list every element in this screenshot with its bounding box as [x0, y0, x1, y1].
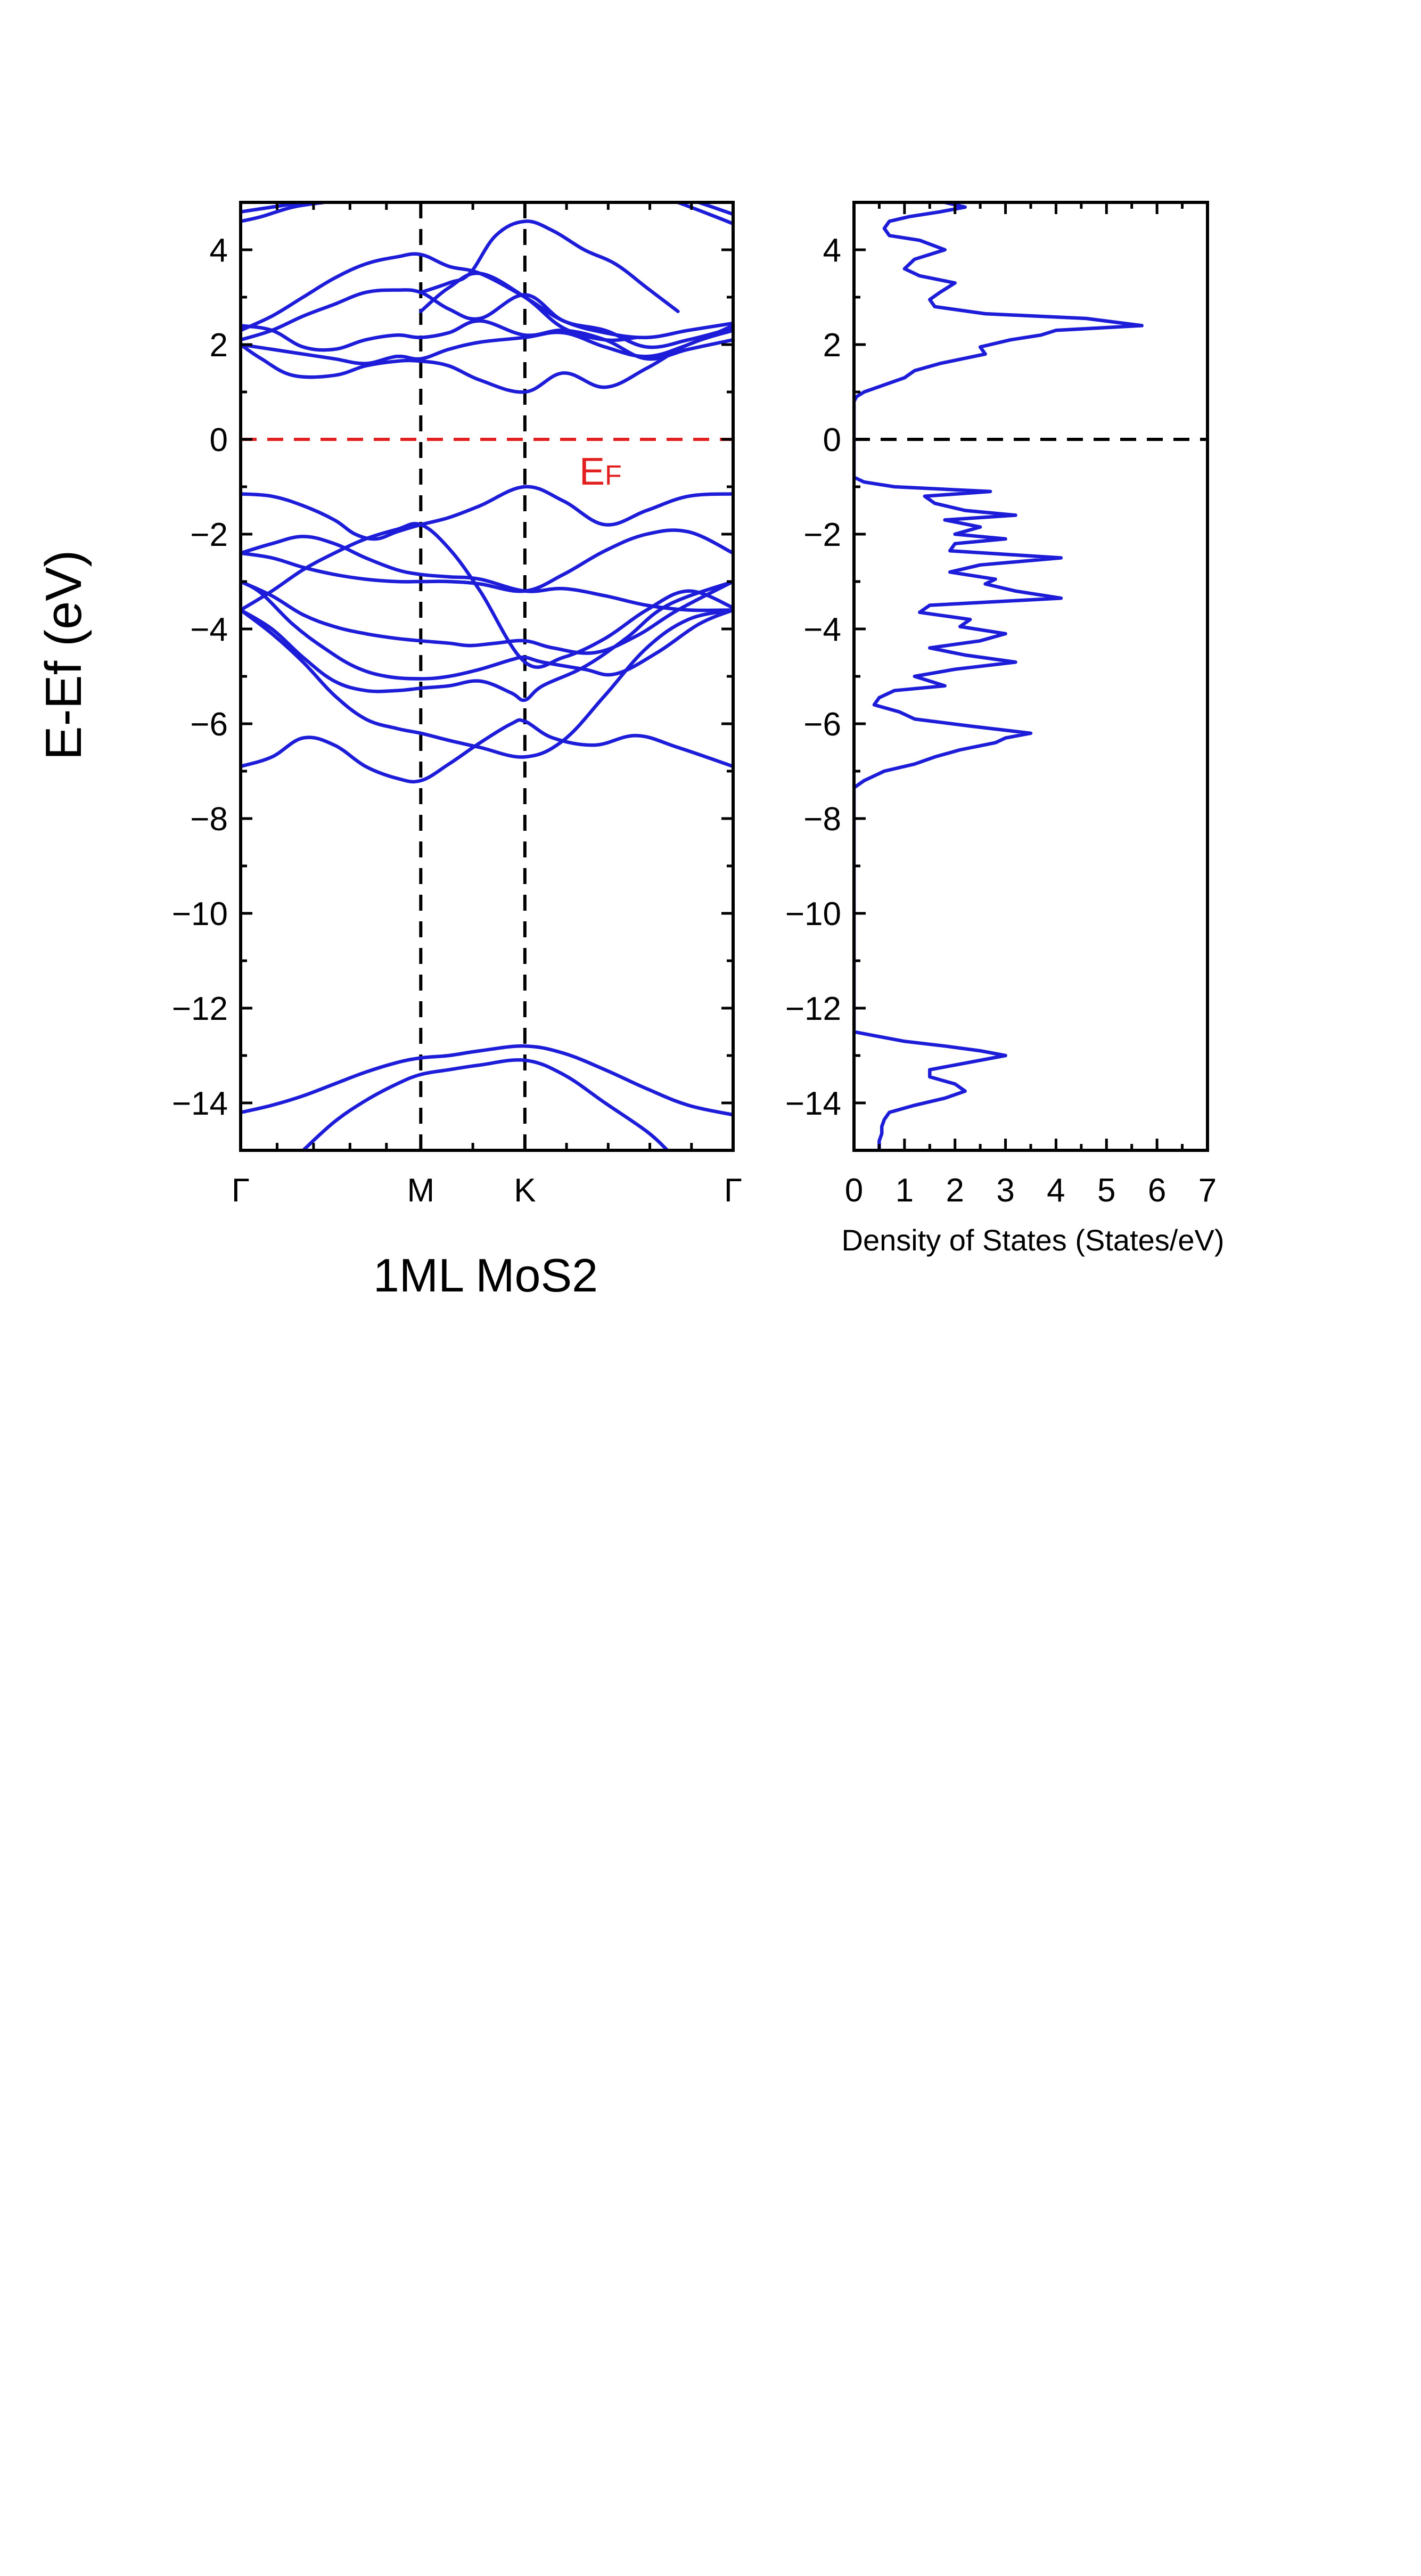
- dos-axis-frame: [852, 201, 1209, 1152]
- band-y-tick-label: 2: [210, 327, 228, 364]
- kpoint-label: K: [514, 1172, 536, 1209]
- dos-y-tick-label: 0: [823, 422, 841, 459]
- band-line-5: [241, 579, 733, 702]
- band-line-16: [241, 252, 733, 340]
- band-axes: 4 2 0 −2 −4 −6 −8 −10 −12 −14 Γ M K Γ: [172, 201, 742, 1209]
- band-y-tick-label: 0: [210, 422, 228, 459]
- band-panel-title: 1ML MoS2: [373, 1249, 598, 1302]
- band-line-1: [241, 1044, 733, 1117]
- dos-y-tick-label: −10: [785, 896, 841, 933]
- dos-x-tick-label: 5: [1097, 1172, 1115, 1209]
- band-line-22: [697, 202, 733, 216]
- kpoint-label: M: [407, 1172, 434, 1209]
- dos-y-tick-label: −6: [803, 706, 841, 743]
- band-y-tick-label: −12: [172, 991, 228, 1027]
- fermi-label-main: E: [579, 451, 605, 493]
- band-line-6: [241, 579, 733, 681]
- band-line-15: [241, 288, 733, 349]
- dos-y-tick-label: −12: [785, 991, 841, 1027]
- dos-y-tick-label: 4: [823, 232, 841, 269]
- band-line-8: [241, 521, 733, 669]
- band-line-10: [241, 535, 733, 612]
- dos-plot-area: [854, 202, 1208, 1150]
- fermi-level-label: EF: [579, 451, 622, 493]
- band-line-14: [241, 319, 733, 361]
- band-line-21: [676, 202, 733, 226]
- band-y-tick-label: −4: [190, 611, 228, 648]
- band-line-11: [241, 485, 733, 541]
- dos-y-tick-label: −4: [803, 611, 841, 648]
- dos-x-tick-label: 3: [996, 1172, 1014, 1209]
- dos-panel: 420−2−4−6−8−10−12−140 1 2 3 4 5 6 7 Density of …: [785, 201, 1225, 1257]
- dos-x-tick-label: 7: [1198, 1172, 1217, 1209]
- fermi-label-sub: F: [605, 460, 622, 491]
- dos-y-tick-label: 2: [823, 327, 841, 364]
- band-line-9: [241, 528, 733, 593]
- band-line-4: [241, 608, 733, 759]
- band-y-tick-label: −10: [172, 896, 228, 933]
- band-line-17: [419, 271, 638, 342]
- band-y-tick-label: −2: [190, 517, 228, 553]
- dos-y-tick-label: −14: [785, 1085, 841, 1122]
- dos-x-tick-label: 2: [946, 1172, 964, 1209]
- dos-x-axis-title: Density of States (States/eV): [842, 1223, 1225, 1257]
- band-y-tick-label: −8: [190, 801, 228, 838]
- dos-axes: 420−2−4−6−8−10−12−140 1 2 3 4 5 6 7: [785, 201, 1217, 1209]
- band-plot-area: [241, 202, 733, 1150]
- dos-curve: [854, 202, 1144, 1150]
- band-line-18: [419, 219, 680, 313]
- dos-x-tick-label: 6: [1148, 1172, 1166, 1209]
- band-y-tick-label: 4: [210, 232, 228, 269]
- kpoint-label: Γ: [724, 1172, 742, 1209]
- band-line-7: [241, 579, 733, 655]
- band-line-12: [241, 329, 733, 394]
- dos-x-tick-label: 0: [845, 1172, 863, 1209]
- dos-x-tick-label: 4: [1047, 1172, 1065, 1209]
- band-y-tick-label: −6: [190, 706, 228, 743]
- band-line-19: [241, 202, 326, 223]
- band-structure-panel: 4 2 0 −2 −4 −6 −8 −10 −12 −14 Γ M K Γ E-Ef (eV) 1ML M…: [35, 201, 742, 1302]
- dos-y-tick-label: −8: [803, 801, 841, 838]
- dos-y-tick-label: −2: [803, 517, 841, 553]
- kpoint-label: Γ: [232, 1172, 250, 1209]
- band-y-tick-label: −14: [172, 1085, 228, 1122]
- band-line-2: [301, 1058, 670, 1150]
- dos-x-tick-label: 1: [896, 1172, 914, 1209]
- band-y-axis-title: E-Ef (eV): [35, 550, 92, 760]
- band-line-13: [241, 324, 733, 365]
